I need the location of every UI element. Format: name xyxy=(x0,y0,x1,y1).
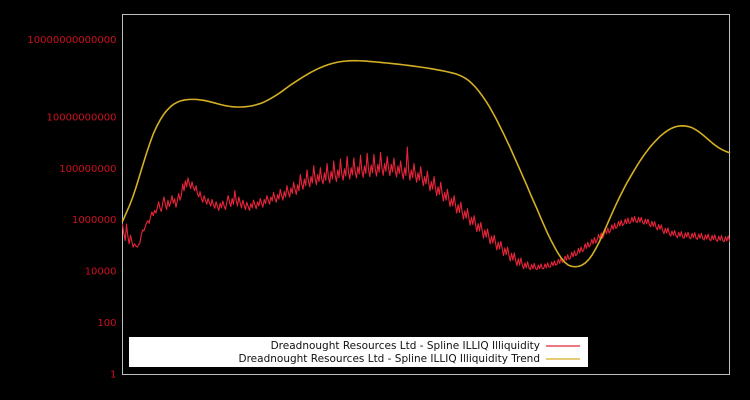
legend: Dreadnought Resources Ltd - Spline ILLIQ… xyxy=(129,337,588,367)
y-axis-tick-labels: 10000000000000 10000000000 100000000 100000… xyxy=(27,35,116,380)
legend-entry-label: Dreadnought Resources Ltd - Spline ILLIQ… xyxy=(239,353,540,365)
y-axis-tick-label: 10000000000000 xyxy=(27,35,116,46)
y-axis-tick-label: 1000000 xyxy=(72,215,117,226)
y-axis-tick-label: 100000000 xyxy=(59,164,116,175)
y-axis-tick-label: 100 xyxy=(97,318,116,329)
series-illiquidity-trend xyxy=(121,59,731,268)
y-axis-tick-label: 10000000000 xyxy=(47,112,117,123)
series-group xyxy=(121,59,731,271)
y-axis-tick-label: 10000 xyxy=(85,267,117,278)
legend-entry-label: Dreadnought Resources Ltd - Spline ILLIQ… xyxy=(271,340,540,352)
plot-frame xyxy=(122,14,730,375)
legend-background xyxy=(129,337,588,367)
series-illiquidity xyxy=(121,146,731,271)
y-axis-tick-label: 1 xyxy=(110,370,116,381)
